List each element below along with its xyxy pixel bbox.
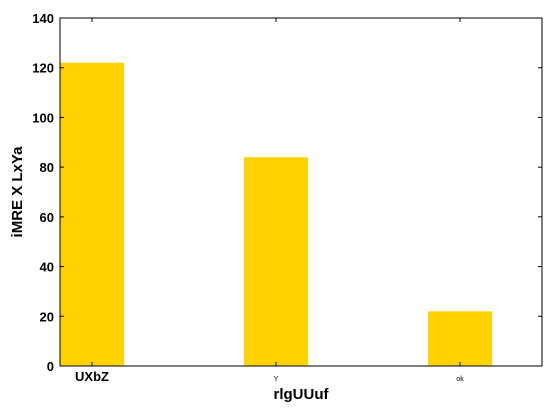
bar-3 bbox=[428, 311, 492, 366]
y-tick-label: 120 bbox=[32, 61, 54, 76]
y-tick-label: 80 bbox=[40, 160, 54, 175]
x-tick-label: UXbZ bbox=[75, 369, 109, 384]
bars-group bbox=[60, 62, 492, 366]
y-tick-label: 40 bbox=[40, 260, 54, 275]
plot-frame bbox=[59, 17, 543, 367]
x-tick-label: ok bbox=[456, 376, 464, 383]
y-axis-title: iMRE X LxYa bbox=[9, 146, 26, 238]
y-tick-label: 100 bbox=[32, 110, 54, 125]
y-tick-label: 0 bbox=[47, 359, 54, 374]
x-axis-title: rlgUUuf bbox=[274, 386, 330, 403]
y-tick-label: 20 bbox=[40, 309, 54, 324]
y-tick-label: 140 bbox=[32, 11, 54, 26]
y-axis-ticks: 0 20 40 60 80 100 120 140 bbox=[32, 11, 542, 374]
bar-2 bbox=[244, 157, 308, 366]
y-tick-label: 60 bbox=[40, 210, 54, 225]
x-tick-label: Y bbox=[274, 376, 279, 383]
bar-1 bbox=[60, 62, 124, 366]
